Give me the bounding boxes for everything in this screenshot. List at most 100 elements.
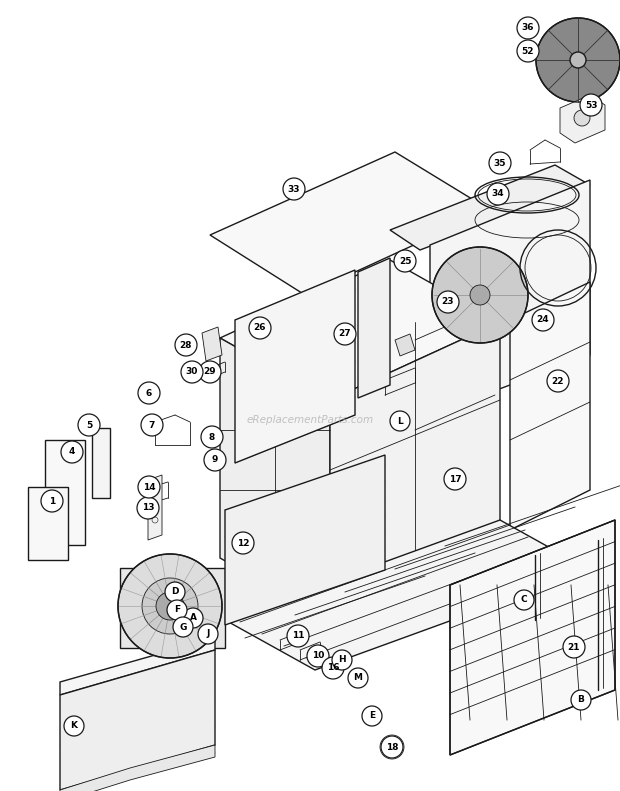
Circle shape	[173, 617, 193, 637]
Circle shape	[61, 441, 83, 463]
Text: J: J	[206, 630, 210, 638]
Circle shape	[487, 183, 509, 205]
Polygon shape	[358, 258, 390, 398]
Text: M: M	[353, 673, 363, 683]
Circle shape	[204, 449, 226, 471]
Circle shape	[201, 426, 223, 448]
Polygon shape	[120, 568, 225, 648]
Text: 12: 12	[237, 539, 249, 547]
Circle shape	[287, 625, 309, 647]
Polygon shape	[330, 322, 500, 620]
Circle shape	[514, 590, 534, 610]
Text: 10: 10	[312, 652, 324, 660]
Text: E: E	[369, 711, 375, 721]
Text: D: D	[171, 588, 179, 596]
Circle shape	[437, 291, 459, 313]
Text: 53: 53	[585, 100, 597, 109]
Polygon shape	[60, 650, 215, 790]
Circle shape	[142, 578, 198, 634]
Circle shape	[574, 110, 590, 126]
Text: 13: 13	[142, 504, 154, 513]
Circle shape	[167, 600, 187, 620]
Circle shape	[307, 645, 329, 667]
Circle shape	[322, 657, 344, 679]
Circle shape	[199, 361, 221, 383]
Circle shape	[547, 370, 569, 392]
Circle shape	[165, 582, 185, 602]
Circle shape	[489, 152, 511, 174]
Text: 5: 5	[86, 421, 92, 430]
Text: B: B	[578, 695, 585, 705]
Text: 6: 6	[146, 388, 152, 398]
Polygon shape	[148, 475, 162, 540]
Polygon shape	[60, 638, 215, 695]
Circle shape	[141, 414, 163, 436]
Text: L: L	[397, 417, 403, 426]
Text: 1: 1	[49, 497, 55, 505]
Text: F: F	[174, 605, 180, 615]
Circle shape	[348, 668, 368, 688]
Polygon shape	[235, 270, 355, 463]
Text: 30: 30	[186, 368, 198, 377]
Circle shape	[381, 736, 403, 758]
Polygon shape	[28, 487, 68, 560]
Circle shape	[432, 247, 528, 343]
Text: 27: 27	[339, 330, 352, 339]
Circle shape	[138, 476, 160, 498]
Circle shape	[563, 636, 585, 658]
Text: eReplacementParts.com: eReplacementParts.com	[246, 415, 374, 425]
Circle shape	[183, 608, 203, 628]
Circle shape	[156, 592, 184, 620]
Polygon shape	[225, 455, 385, 625]
Polygon shape	[430, 180, 590, 415]
Text: 28: 28	[180, 340, 192, 350]
Circle shape	[249, 317, 271, 339]
Circle shape	[137, 497, 159, 519]
Polygon shape	[92, 428, 110, 498]
Text: 8: 8	[209, 433, 215, 441]
Polygon shape	[450, 520, 615, 755]
Circle shape	[181, 361, 203, 383]
Circle shape	[536, 18, 620, 102]
Polygon shape	[560, 95, 605, 143]
Circle shape	[394, 250, 416, 272]
Text: K: K	[71, 721, 78, 731]
Circle shape	[470, 285, 490, 305]
Text: 23: 23	[441, 297, 454, 306]
Text: 22: 22	[552, 377, 564, 385]
Text: 4: 4	[69, 448, 75, 456]
Text: H: H	[338, 656, 346, 664]
Polygon shape	[225, 520, 590, 670]
Text: 52: 52	[522, 47, 534, 55]
Text: 18: 18	[386, 743, 398, 751]
Circle shape	[198, 624, 218, 644]
Circle shape	[232, 532, 254, 554]
Circle shape	[78, 414, 100, 436]
Circle shape	[64, 716, 84, 736]
Circle shape	[332, 650, 352, 670]
Text: 29: 29	[204, 368, 216, 377]
Polygon shape	[60, 745, 215, 791]
Circle shape	[517, 40, 539, 62]
Circle shape	[444, 468, 466, 490]
Polygon shape	[45, 440, 85, 545]
Text: A: A	[190, 614, 197, 623]
Text: 21: 21	[568, 642, 580, 652]
Text: C: C	[521, 596, 528, 604]
Polygon shape	[210, 152, 490, 295]
Text: 7: 7	[149, 421, 155, 430]
Text: 26: 26	[254, 324, 266, 332]
Circle shape	[283, 178, 305, 200]
Text: 16: 16	[327, 664, 339, 672]
Circle shape	[517, 17, 539, 39]
Circle shape	[571, 690, 591, 710]
Polygon shape	[510, 282, 590, 530]
Polygon shape	[220, 338, 330, 620]
Text: 24: 24	[537, 316, 549, 324]
Circle shape	[580, 94, 602, 116]
Polygon shape	[395, 334, 415, 356]
Text: 11: 11	[292, 631, 304, 641]
Text: 35: 35	[494, 158, 507, 168]
Circle shape	[390, 411, 410, 431]
Text: 14: 14	[143, 483, 156, 491]
